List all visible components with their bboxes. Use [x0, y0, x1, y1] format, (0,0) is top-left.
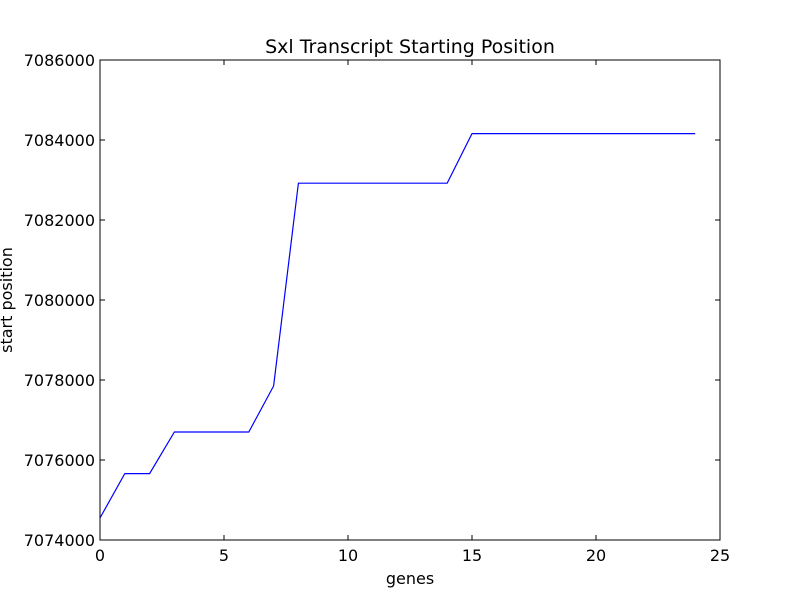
plot-frame	[99, 59, 721, 541]
y-axis-label: start position	[0, 247, 16, 353]
x-tick-label: 5	[219, 546, 229, 565]
x-tick-label: 10	[338, 546, 358, 565]
y-axis: 7074000 7076000 7078000 7080000 7082000 70840…	[24, 51, 720, 550]
y-tick-label: 7086000	[24, 51, 95, 70]
x-axis-label: genes	[386, 569, 434, 588]
x-tick-label: 25	[710, 546, 730, 565]
y-tick-label: 7082000	[24, 211, 95, 230]
y-tick-label: 7074000	[24, 531, 95, 550]
y-tick-label: 7080000	[24, 291, 95, 310]
x-tick-label: 0	[95, 546, 105, 565]
chart-title: Sxl Transcript Starting Position	[265, 36, 555, 58]
plot-area	[99, 133, 696, 519]
y-tick-label: 7078000	[24, 371, 95, 390]
y-tick-label: 7076000	[24, 451, 95, 470]
y-tick-label: 7084000	[24, 131, 95, 150]
x-tick-label: 20	[586, 546, 606, 565]
x-axis: 0 5 10 15 20 25	[95, 60, 730, 565]
series-line-0	[99, 133, 696, 519]
x-tick-label: 15	[462, 546, 482, 565]
